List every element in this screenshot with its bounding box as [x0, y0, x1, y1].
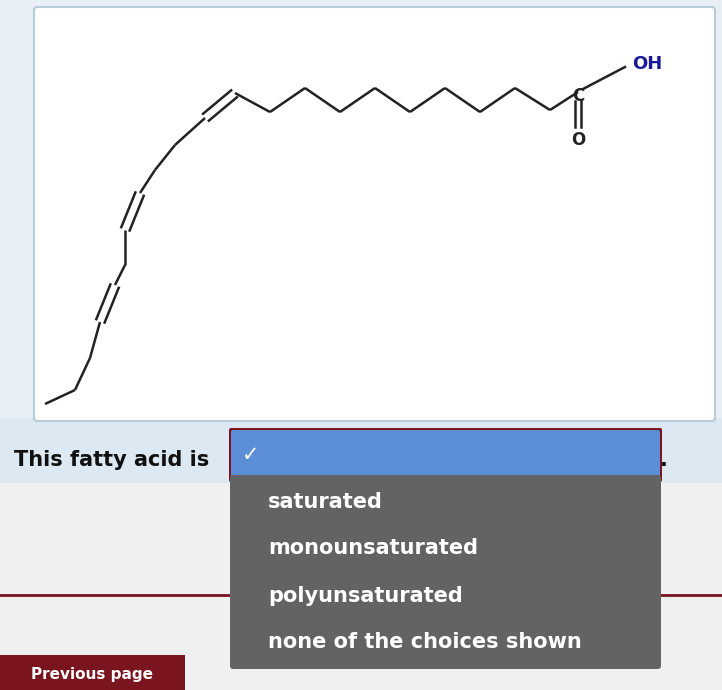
Text: .: . [660, 450, 668, 470]
FancyBboxPatch shape [229, 428, 662, 482]
Text: OH: OH [632, 55, 662, 73]
FancyBboxPatch shape [34, 7, 715, 421]
FancyBboxPatch shape [0, 655, 185, 690]
Bar [0, 418, 722, 483]
Bar [0, 483, 722, 690]
Text: none of the choices shown: none of the choices shown [268, 633, 582, 653]
Text: O: O [571, 131, 585, 149]
Text: Previous page: Previous page [31, 667, 153, 682]
Text: This fatty acid is: This fatty acid is [14, 450, 209, 470]
Text: saturated: saturated [268, 491, 383, 511]
Text: monounsaturated: monounsaturated [268, 538, 478, 558]
FancyBboxPatch shape [230, 475, 661, 669]
Text: polyunsaturated: polyunsaturated [268, 586, 463, 606]
Text: ✓: ✓ [243, 445, 260, 465]
Text: C: C [572, 87, 584, 105]
FancyBboxPatch shape [231, 430, 660, 480]
